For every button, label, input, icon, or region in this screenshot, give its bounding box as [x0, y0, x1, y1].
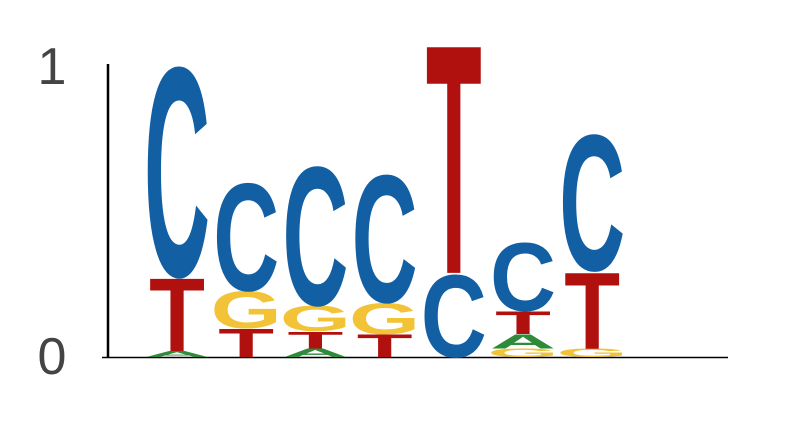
glyph-a: A [282, 346, 348, 360]
logo-position-2: TGC [211, 150, 282, 365]
glyph-g: G [211, 280, 282, 339]
y-tick-labels: 012 [38, 38, 67, 386]
logo-position-1: ATC [144, 4, 210, 374]
glyph-t: T [287, 327, 343, 354]
glyph-t: T [564, 251, 620, 373]
glyph-c: C [144, 4, 210, 339]
glyph-g: G [349, 294, 420, 344]
glyph-g: G [280, 298, 351, 339]
logo-position-4: TGC [349, 136, 420, 364]
glyph-c: C [421, 252, 487, 383]
glyph-c: C [282, 125, 348, 347]
logo-position-7: GTC [557, 95, 628, 372]
glyph-c: C [490, 223, 556, 331]
glyph-g: G [557, 346, 628, 360]
glyph-t: T [218, 320, 274, 365]
glyph-c: C [213, 150, 279, 323]
glyph-g: G [487, 346, 558, 360]
glyph-t: T [495, 305, 551, 341]
glyph-t: T [426, 0, 482, 344]
glyph-c: C [352, 136, 418, 341]
glyph-c: C [559, 95, 625, 313]
glyph-t: T [357, 328, 413, 364]
glyph-t: T [149, 256, 205, 373]
y-tick-label: 1 [38, 38, 67, 96]
logo-position-5: CT [421, 0, 487, 383]
y-tick-label: 0 [38, 328, 67, 386]
glyph-a: A [490, 330, 556, 353]
glyph-a: A [144, 350, 210, 359]
